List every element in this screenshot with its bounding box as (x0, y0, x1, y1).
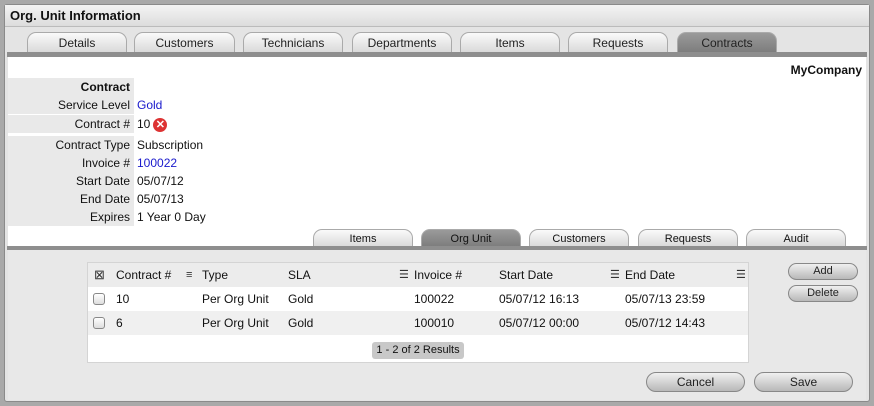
contract-number: 10 (137, 117, 151, 131)
tab-departments[interactable]: Departments (352, 32, 452, 53)
contract-details-panel (8, 57, 866, 246)
tab-details[interactable]: Details (27, 32, 127, 53)
column-type[interactable]: Type (202, 268, 229, 282)
end-date-value: 05/07/13 (137, 192, 184, 206)
expires-label: Expires (8, 208, 134, 226)
cell-end-date: 05/07/12 14:43 (625, 316, 706, 330)
tab-items[interactable]: Items (460, 32, 560, 53)
column-menu-icon[interactable]: ☰ (736, 269, 746, 281)
service-level-link[interactable]: Gold (137, 98, 163, 112)
start-date-label: Start Date (8, 172, 134, 190)
cell-start-date: 05/07/12 16:13 (499, 292, 580, 306)
cell-type: Per Org Unit (202, 316, 269, 330)
delete-button[interactable]: Delete (788, 285, 858, 302)
tab-customers[interactable]: Customers (134, 32, 235, 53)
column-menu-icon[interactable]: ☰ (610, 269, 620, 281)
window-title: Org. Unit Information (5, 5, 869, 27)
column-sla[interactable]: SLA (288, 268, 311, 282)
company-name: MyCompany (790, 63, 862, 77)
cell-end-date: 05/07/13 23:59 (625, 292, 706, 306)
pagination-status: 1 - 2 of 2 Results (372, 342, 464, 359)
save-button[interactable]: Save (754, 372, 853, 392)
cell-sla: Gold (288, 316, 314, 330)
select-all-checkbox[interactable]: ⊠ (94, 267, 105, 282)
row-checkbox[interactable] (93, 293, 105, 305)
cell-contract-number: 10 (116, 292, 130, 306)
subtab-customers[interactable]: Customers (529, 229, 629, 247)
tab-technicians[interactable]: Technicians (243, 32, 343, 53)
tab-requests[interactable]: Requests (568, 32, 668, 53)
subtab-divider (7, 246, 867, 250)
add-button[interactable]: Add (788, 263, 858, 280)
start-date-value: 05/07/12 (137, 174, 184, 188)
column-end-date[interactable]: End Date (625, 268, 676, 282)
contract-type-value: Subscription (137, 138, 204, 152)
row-checkbox[interactable] (93, 317, 105, 329)
end-date-label: End Date (8, 190, 134, 208)
invoice-label: Invoice # (8, 154, 134, 172)
remove-icon[interactable]: ✕ (153, 117, 168, 132)
cell-start-date: 05/07/12 00:00 (499, 316, 580, 330)
contract-number-label: Contract # (8, 115, 134, 133)
subtab-items[interactable]: Items (313, 229, 413, 247)
column-contract-number[interactable]: Contract # (116, 268, 172, 282)
cancel-button[interactable]: Cancel (646, 372, 745, 392)
service-level-label: Service Level (8, 96, 134, 114)
column-menu-icon[interactable]: ☰ (399, 269, 409, 281)
tab-divider (7, 52, 867, 57)
filter-icon[interactable]: ≡ (186, 269, 193, 281)
contract-type-label: Contract Type (8, 136, 134, 154)
subtab-requests[interactable]: Requests (638, 229, 738, 247)
cell-contract-number: 6 (116, 316, 123, 330)
table-header: ⊠ Contract # ≡ Type SLA ☰ Invoice # Star… (88, 263, 748, 287)
cell-invoice: 100022 (414, 292, 455, 306)
column-start-date[interactable]: Start Date (499, 268, 554, 282)
column-invoice[interactable]: Invoice # (414, 268, 463, 282)
subtab-org-unit[interactable]: Org Unit (421, 229, 521, 247)
tab-contracts[interactable]: Contracts (677, 32, 777, 53)
table-row[interactable]: 10 Per Org Unit Gold 100022 05/07/12 16:… (88, 287, 748, 311)
cell-type: Per Org Unit (202, 292, 269, 306)
cell-sla: Gold (288, 292, 314, 306)
table-row[interactable]: 6 Per Org Unit Gold 100010 05/07/12 00:0… (88, 311, 748, 335)
expires-value: 1 Year 0 Day (137, 210, 206, 224)
cell-invoice: 100010 (414, 316, 455, 330)
subtab-audit[interactable]: Audit (746, 229, 846, 247)
contract-number-value: 10 ✕ (137, 115, 168, 133)
invoice-link[interactable]: 100022 (137, 156, 178, 170)
contract-section-header: Contract (8, 78, 134, 96)
